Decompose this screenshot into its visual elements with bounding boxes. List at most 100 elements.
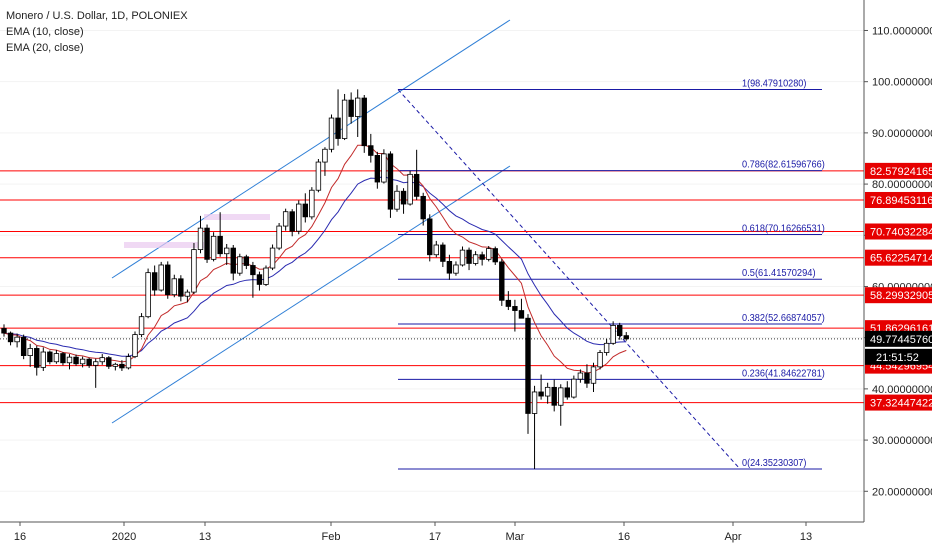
time-tick-label: 17 [429,531,441,543]
candle [610,321,616,345]
candle [125,353,132,370]
candle-body [394,190,400,210]
candle [112,362,119,371]
candle-body [184,291,191,297]
candle-body [584,372,590,384]
candle [623,332,629,341]
candle-body [282,211,289,227]
time-tick-label: 16 [14,531,26,543]
candle-body [204,227,210,260]
level-price-badge [865,287,932,304]
candle [564,381,570,400]
highlight-box [124,242,204,248]
candle [453,261,459,276]
candle-body [315,161,322,191]
candle-body [407,173,413,205]
candle [558,384,564,426]
candle-body [138,316,145,336]
fib-level-label: 0.786(82.61596766) [742,160,825,171]
price-tick-label: 80.00000000 [872,179,932,191]
candle-body [472,254,479,264]
candle-body [73,356,79,365]
time-tick-label: 2020 [112,531,136,543]
candle [302,193,308,223]
candle [171,274,177,298]
candle-body [289,211,295,232]
candle-body [374,155,381,183]
candle-body [427,218,433,256]
candle [106,356,112,369]
candle-body [341,99,348,139]
price-axis[interactable]: 110.00000000 100.00000000 90.00000000 80.00… [863,0,932,550]
candle [204,224,210,263]
candle-body [446,260,453,274]
candle-body [230,247,236,274]
candle [571,375,577,399]
candle [374,151,381,189]
candle-body [269,247,276,269]
candle [309,187,315,220]
candle [420,192,426,226]
price-tick-label: 20.00000000 [872,486,932,498]
candle-body [623,335,629,340]
candle-body [617,324,623,337]
candle [250,261,256,298]
candle [184,289,191,303]
price-tick-label: 40.00000000 [872,384,932,396]
candle [446,254,453,280]
level-price-badge [865,162,932,179]
candle-body [440,244,446,262]
candle-body [99,357,105,363]
candle [479,251,485,266]
candle-body [479,254,485,260]
candle-body [518,310,525,319]
candle-body [348,99,354,117]
candle [400,188,407,214]
candle-body [171,278,177,296]
candle [525,314,531,434]
candle-body [558,387,564,406]
candle [178,275,184,302]
countdown-badge [865,348,932,365]
time-tick-label: Feb [322,531,341,543]
candle-body [256,274,263,285]
candle [165,261,171,299]
time-axis[interactable]: 16 2020 13 Feb 17 Mar 16 Apr 13 [0,521,932,550]
candle [407,170,413,206]
candle [485,246,492,262]
candle [459,246,466,267]
candle-body [276,225,282,249]
candle-body [217,235,223,255]
price-tick-label: 90.00000000 [872,128,932,140]
candle [53,349,60,364]
candle-body [106,357,112,367]
candlesticks [1,89,629,470]
time-tick-label: 16 [618,531,630,543]
candle-body [197,227,204,251]
fibonacci-retracement [398,88,822,470]
candle [381,149,387,184]
level-price-label: 76.89453116 [870,195,932,207]
candle [472,251,479,266]
candle-body [158,264,164,291]
chart-grid [0,29,864,492]
candle-body [210,235,217,260]
candle-body [413,173,420,197]
candle [617,322,623,340]
candle-body [335,117,341,139]
candle [315,158,322,193]
channel-lower-line [111,165,511,424]
candle-body [191,249,197,293]
candle-body [571,378,577,398]
candle [348,92,354,124]
candle [20,334,27,360]
candle [328,114,335,153]
candle [60,352,66,366]
level-price-badge [865,223,932,240]
candle [191,242,197,295]
candle-body [512,306,518,311]
candle [217,212,223,257]
candle [256,271,263,291]
candle-body [66,356,73,364]
